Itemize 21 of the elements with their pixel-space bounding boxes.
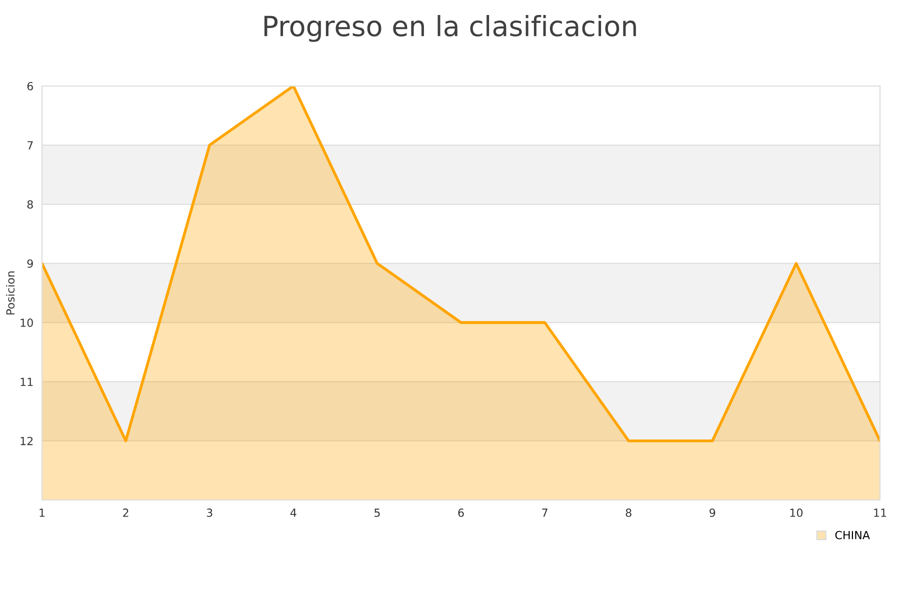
x-tick-label: 10 [790, 508, 803, 517]
y-tick-label: 8 [27, 200, 33, 209]
y-tick-label: 12 [20, 436, 33, 446]
legend-label: CHINA [835, 530, 870, 540]
x-tick-label: 1 [40, 508, 45, 517]
x-tick-label: 11 [874, 508, 886, 517]
y-tick-label: 10 [20, 318, 33, 327]
x-tick-label: 6 [458, 508, 464, 517]
y-tick-label: 9 [27, 259, 33, 268]
y-tick-label: 7 [28, 141, 33, 150]
chart-title: Progreso en la clasificacion [264, 15, 636, 42]
x-tick-label: 7 [542, 508, 548, 517]
x-tick-label: 3 [206, 508, 212, 517]
y-tick-label: 11 [20, 378, 33, 386]
x-tick-label: 9 [710, 508, 716, 517]
x-tick-label: 8 [626, 508, 632, 517]
y-tick-label: 6 [27, 82, 33, 90]
y-axis-title: Posicion [6, 271, 15, 314]
x-tick-label: 2 [123, 508, 128, 517]
x-tick-label: 5 [374, 508, 380, 517]
x-tick-label: 4 [290, 508, 296, 517]
